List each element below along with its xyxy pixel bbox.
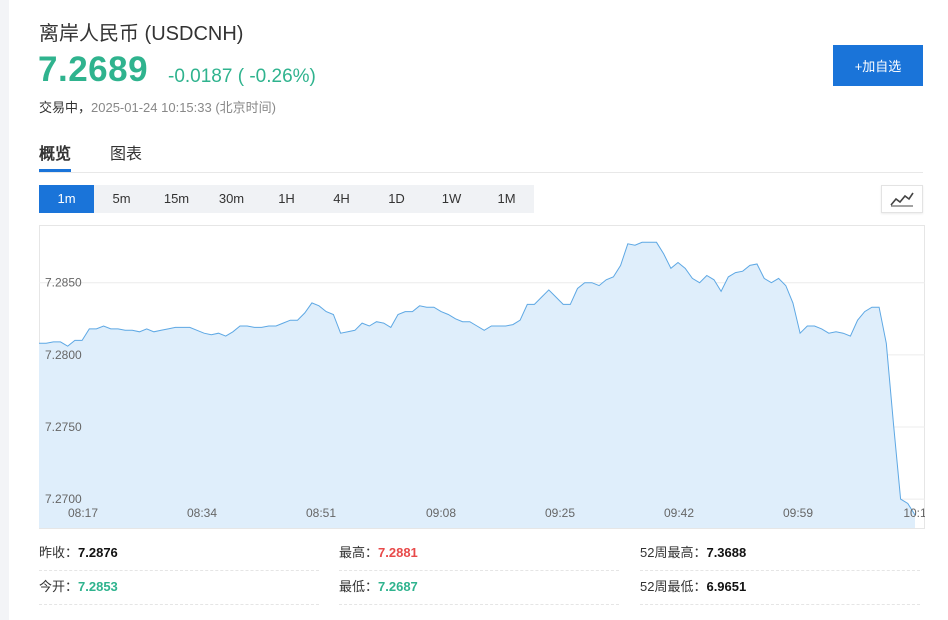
interval-1w[interactable]: 1W: [441, 191, 462, 206]
timestamp: 2025-01-24 10:15:33 (北京时间): [91, 100, 276, 115]
interval-4h[interactable]: 4H: [333, 191, 350, 206]
add-to-watchlist-button[interactable]: +加自选: [833, 45, 923, 86]
x-tick-label: 08:34: [187, 506, 217, 520]
stat-value: 7.2876: [78, 545, 118, 560]
stat-open: 今开：7.2853: [39, 574, 319, 605]
price-area: [39, 242, 915, 529]
x-tick-label: 09:08: [426, 506, 456, 520]
y-tick-label: 7.2750: [45, 420, 82, 434]
x-tick-label: 08:51: [306, 506, 336, 520]
x-tick-label: 09:42: [664, 506, 694, 520]
stat-value: 7.2687: [378, 579, 418, 594]
tab-bar: 概览 图表: [39, 140, 923, 173]
line-chart-icon: [890, 192, 914, 207]
price-line: [39, 241, 916, 516]
status-label: 交易中，: [39, 100, 92, 115]
x-tick-label: 10:1: [903, 506, 925, 520]
y-tick-label: 7.2800: [45, 348, 82, 362]
stat-label: 今开：: [39, 579, 79, 594]
stat-value: 6.9651: [706, 579, 747, 594]
stat-prev-close: 昨收：7.2876: [39, 540, 319, 571]
left-edge-strip: [0, 0, 9, 620]
chart-type-toggle[interactable]: [881, 185, 923, 213]
stat-52w-low: 52周最低：6.9651: [640, 574, 920, 605]
current-price: 7.2689: [38, 50, 149, 89]
interval-1m[interactable]: 1m: [39, 185, 94, 213]
stat-label: 最低：: [339, 579, 379, 594]
price-change: -0.0187 ( -0.26%): [168, 66, 316, 87]
stat-52w-high: 52周最高：7.3688: [640, 540, 920, 571]
interval-selector: 1m 5m 15m 30m 1H 4H 1D 1W 1M: [39, 185, 534, 213]
instrument-title: 离岸人民币 (USDCNH): [39, 23, 244, 45]
interval-1d[interactable]: 1D: [388, 191, 405, 206]
interval-15m[interactable]: 15m: [163, 191, 190, 206]
tab-chart[interactable]: 图表: [110, 146, 143, 163]
y-tick-label: 7.2850: [45, 276, 82, 290]
tab-overview[interactable]: 概览: [39, 140, 72, 172]
stat-low: 最低：7.2687: [339, 574, 619, 605]
interval-30m[interactable]: 30m: [218, 191, 245, 206]
stat-value: 7.3688: [706, 545, 747, 560]
stat-high: 最高：7.2881: [339, 540, 619, 571]
y-tick-label: 7.2700: [45, 492, 82, 506]
x-tick-label: 09:59: [783, 506, 813, 520]
stat-label: 昨收：: [39, 545, 79, 560]
stat-label: 52周最高：: [640, 545, 707, 560]
stat-value: 7.2881: [378, 545, 418, 560]
interval-5m[interactable]: 5m: [112, 191, 131, 206]
trading-status: 交易中，2025-01-24 10:15:33 (北京时间): [39, 97, 276, 116]
interval-1mo[interactable]: 1M: [497, 191, 516, 206]
x-tick-label: 08:17: [68, 506, 98, 520]
x-tick-label: 09:25: [545, 506, 575, 520]
stat-value: 7.2853: [78, 579, 118, 594]
stat-label: 52周最低：: [640, 579, 707, 594]
stat-label: 最高：: [339, 545, 379, 560]
interval-1h[interactable]: 1H: [278, 191, 295, 206]
